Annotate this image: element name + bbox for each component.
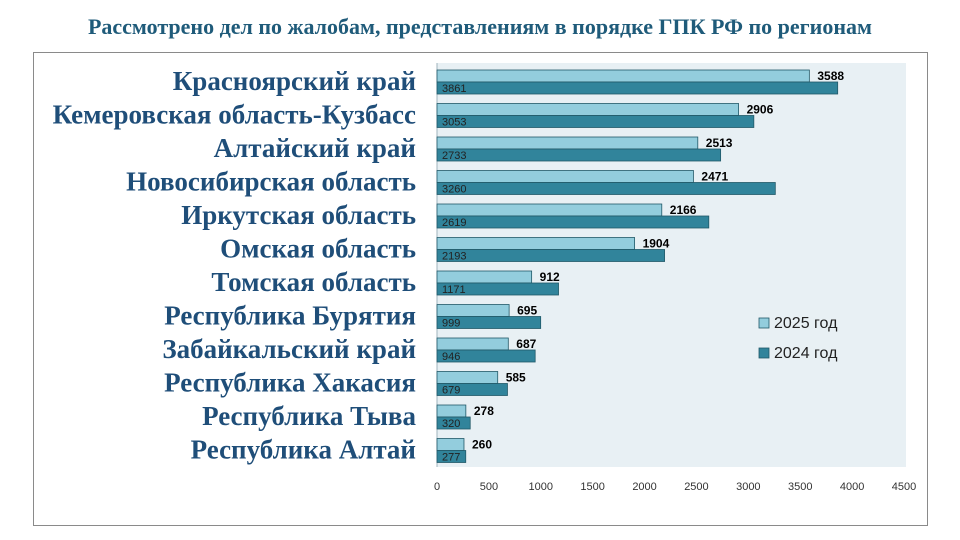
bar-2024 — [436, 215, 710, 229]
bar-2024 — [436, 115, 755, 128]
bar-2024 — [436, 383, 508, 396]
category-label: Красноярский край — [173, 66, 416, 96]
x-axis: 0 500 1000 1500 2000 2500 3000 3500 4000 4500 — [434, 481, 916, 493]
bar-2024 — [436, 282, 559, 296]
data-label-2024: 2193 — [442, 251, 466, 263]
data-label-2024: 679 — [442, 385, 460, 397]
data-label-2024: 2733 — [442, 150, 466, 162]
category-label: Алтайский край — [214, 133, 416, 163]
bar-2024 — [436, 316, 542, 329]
category-label: Республика Хакасия — [164, 368, 416, 398]
bar-2025 — [436, 170, 694, 183]
data-label-2024: 320 — [442, 418, 460, 430]
x-tick-label: 4500 — [892, 481, 916, 493]
data-label-2025: 687 — [516, 337, 536, 351]
category-label: Республика Тыва — [202, 401, 416, 431]
legend-swatch-2025 — [758, 317, 770, 329]
page-title: Рассмотрено дел по жалобам, представлени… — [87, 14, 873, 39]
chart-frame: Красноярский край Кемеровская область-Куз… — [33, 52, 928, 526]
data-label-2025: 260 — [472, 438, 492, 452]
bar-2024 — [436, 416, 471, 430]
bar-2025 — [436, 270, 533, 284]
bar-2024 — [436, 249, 665, 262]
legend-label-2024: 2024 год — [774, 345, 838, 362]
category-labels: Красноярский край Кемеровская область-Куз… — [52, 65, 417, 465]
x-tick-label: 0 — [434, 481, 440, 493]
bar-2024 — [436, 182, 776, 195]
category-label: Забайкальский край — [162, 334, 416, 364]
category-label: Кемеровская область-Кузбасс — [53, 100, 416, 130]
x-tick-label: 3000 — [736, 481, 760, 493]
x-tick-label: 4000 — [840, 481, 864, 493]
data-label-2024: 277 — [442, 452, 460, 464]
data-label-2025: 278 — [474, 404, 494, 418]
data-label-2025: 1904 — [643, 237, 670, 251]
category-label: Новосибирская область — [126, 167, 416, 197]
bar-2024 — [436, 81, 839, 95]
x-tick-label: 2000 — [632, 481, 656, 493]
x-tick-label: 3500 — [788, 481, 812, 493]
data-label-2024: 1171 — [442, 284, 466, 296]
data-label-2024: 946 — [442, 351, 460, 363]
category-label: Томская область — [211, 267, 416, 297]
data-label-2025: 695 — [517, 304, 537, 318]
legend-label-2025: 2025 год — [774, 315, 838, 332]
x-tick-label: 1500 — [580, 481, 604, 493]
bar-2025 — [436, 371, 499, 384]
data-label-2024: 999 — [442, 318, 460, 330]
bar-2025 — [436, 237, 635, 250]
bar-2025 — [436, 304, 510, 317]
category-label: Омская область — [220, 234, 416, 264]
bar-2024 — [436, 349, 536, 363]
bar-2025 — [436, 136, 699, 150]
data-label-2025: 3588 — [817, 69, 844, 83]
data-label-2025: 912 — [540, 270, 560, 284]
bar-2025 — [436, 103, 739, 116]
bar-2024 — [436, 450, 467, 463]
category-label: Иркутская область — [181, 200, 416, 230]
bars — [436, 69, 839, 463]
legend-swatch-2024 — [758, 347, 770, 359]
value-labels: 3588 3861 2906 3053 2513 2733 2471 3260 2166 2619… — [442, 69, 844, 464]
category-label: Республика Бурятия — [164, 301, 416, 331]
bar-2025 — [436, 69, 810, 83]
category-label: Республика Алтай — [191, 435, 416, 465]
plot-background — [437, 63, 906, 467]
bar-2025 — [436, 438, 465, 451]
data-label-2024: 2619 — [442, 217, 466, 229]
x-tick-label: 2500 — [684, 481, 708, 493]
x-tick-label: 500 — [480, 481, 498, 493]
data-label-2024: 3861 — [442, 83, 466, 95]
x-tick-label: 1000 — [529, 481, 553, 493]
data-label-2024: 3260 — [442, 184, 466, 196]
data-label-2025: 2471 — [701, 170, 728, 184]
bar-chart: Красноярский край Кемеровская область-Куз… — [52, 63, 916, 493]
bar-2024 — [436, 148, 722, 162]
data-label-2025: 2906 — [747, 103, 774, 117]
data-label-2025: 2513 — [706, 136, 733, 150]
legend: 2025 год 2024 год — [758, 315, 838, 362]
bar-2025 — [436, 203, 663, 217]
data-label-2025: 585 — [506, 371, 526, 385]
plot-area — [436, 63, 906, 467]
bar-2025 — [436, 337, 509, 351]
bar-2025 — [436, 404, 467, 418]
data-label-2024: 3053 — [442, 117, 466, 129]
data-label-2025: 2166 — [670, 203, 697, 217]
